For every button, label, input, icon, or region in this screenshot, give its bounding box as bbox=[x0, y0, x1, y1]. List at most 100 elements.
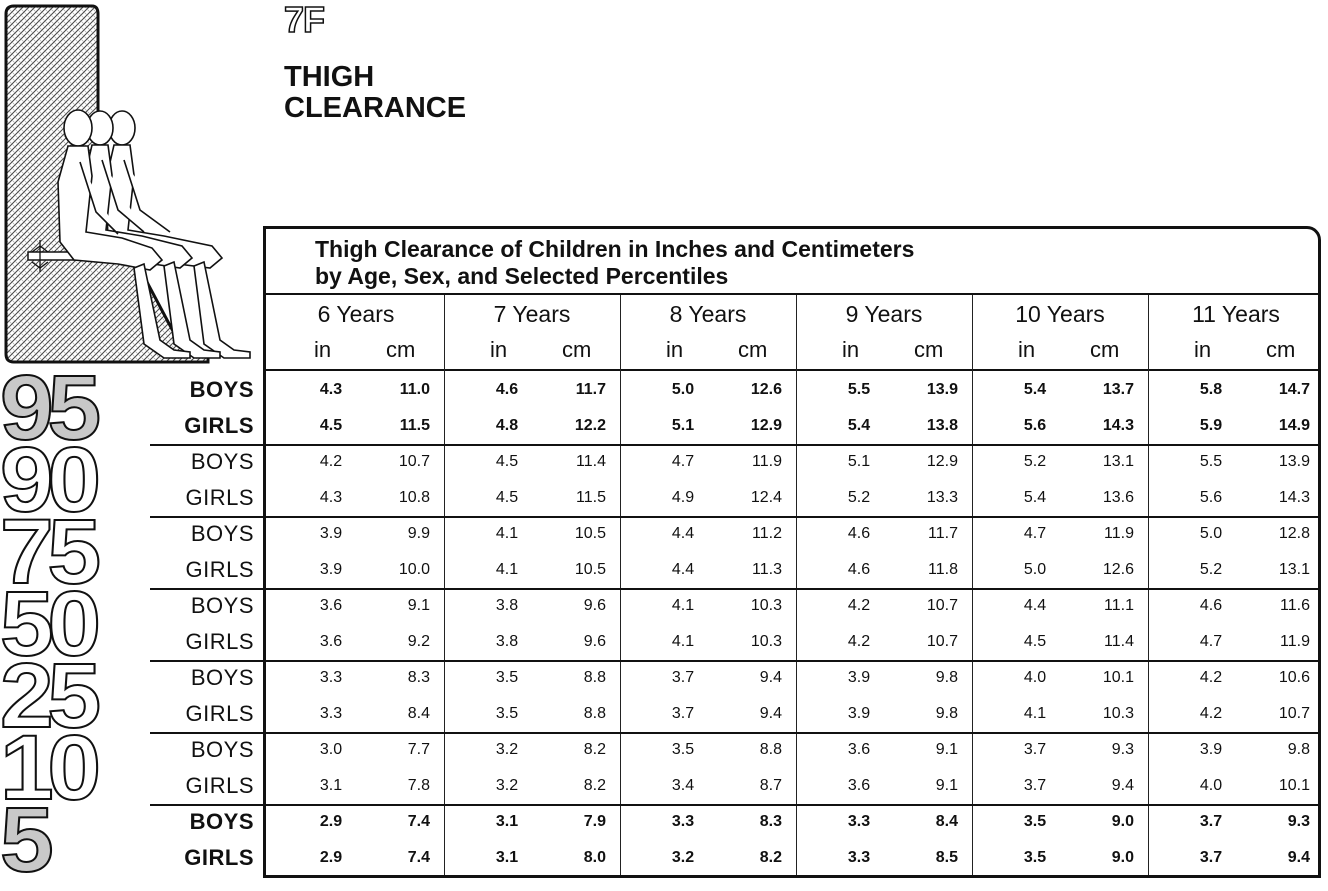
cell-in: 3.2 bbox=[671, 849, 695, 866]
age-column-header: 7 Years bbox=[493, 301, 571, 327]
cell-in: 3.0 bbox=[319, 741, 343, 758]
cell-in: 3.9 bbox=[1199, 741, 1223, 758]
cell-cm: 7.9 bbox=[583, 813, 606, 830]
cell-in: 3.7 bbox=[1199, 849, 1223, 866]
cell-in: 5.2 bbox=[1023, 453, 1047, 470]
cell-in: 3.7 bbox=[1023, 777, 1047, 794]
cell-cm: 12.6 bbox=[1102, 561, 1134, 578]
cell-in: 4.2 bbox=[319, 453, 343, 470]
section-title-line2: CLEARANCE bbox=[284, 92, 467, 124]
cell-cm: 10.7 bbox=[926, 597, 958, 614]
cell-in: 3.2 bbox=[495, 777, 519, 794]
cell-in: 3.7 bbox=[671, 705, 695, 722]
cell-in: 4.5 bbox=[495, 453, 519, 470]
cell-cm: 10.7 bbox=[926, 633, 958, 650]
cell-in: 4.7 bbox=[1023, 525, 1047, 542]
age-column-header: 9 Years bbox=[845, 301, 923, 327]
cell-in: 3.3 bbox=[319, 705, 343, 722]
cell-in: 4.5 bbox=[319, 417, 343, 434]
cell-cm: 9.8 bbox=[935, 669, 958, 686]
cell-cm: 12.4 bbox=[750, 489, 782, 506]
cell-cm: 7.7 bbox=[407, 741, 430, 758]
cell-cm: 8.5 bbox=[935, 849, 958, 866]
cell-cm: 9.3 bbox=[1287, 813, 1310, 830]
cell-cm: 9.9 bbox=[407, 525, 430, 542]
cell-in: 3.6 bbox=[847, 777, 871, 794]
cell-in: 5.6 bbox=[1199, 489, 1223, 506]
cell-cm: 9.6 bbox=[583, 633, 606, 650]
table-row: BOYS 3.6 9.1 3.8 9.6 4.1 10.3 4.2 10.7 4.4 11.1 4.6… bbox=[0, 588, 1320, 624]
cell-in: 4.0 bbox=[1023, 669, 1047, 686]
cell-cm: 11.9 bbox=[1104, 525, 1134, 542]
cell-cm: 13.9 bbox=[1278, 453, 1310, 470]
sex-label: BOYS bbox=[190, 593, 254, 618]
cell-in: 4.3 bbox=[319, 489, 343, 506]
table-row: GIRLS 4.3 10.8 4.5 11.5 4.9 12.4 5.2 13.3 5.4 13.6… bbox=[0, 480, 1320, 516]
cell-cm: 11.6 bbox=[1280, 597, 1310, 614]
cell-cm: 8.8 bbox=[583, 669, 606, 686]
column-divider bbox=[972, 295, 973, 875]
cell-in: 3.6 bbox=[319, 597, 343, 614]
unit-cm-label: cm bbox=[738, 337, 768, 362]
cell-cm: 11.1 bbox=[1104, 597, 1134, 614]
cell-cm: 9.4 bbox=[759, 669, 782, 686]
cell-cm: 10.5 bbox=[574, 525, 606, 542]
cell-in: 5.1 bbox=[847, 453, 871, 470]
cell-cm: 8.4 bbox=[935, 813, 958, 830]
cell-cm: 10.1 bbox=[1278, 777, 1310, 794]
cell-in: 4.2 bbox=[847, 597, 871, 614]
cell-in: 4.1 bbox=[671, 633, 695, 650]
cell-cm: 9.6 bbox=[583, 597, 606, 614]
cell-in: 5.4 bbox=[1023, 489, 1047, 506]
cell-cm: 8.0 bbox=[583, 849, 606, 866]
age-column-header: 10 Years bbox=[1015, 301, 1105, 327]
cell-cm: 13.3 bbox=[926, 489, 958, 506]
sex-label: GIRLS bbox=[185, 485, 254, 510]
cell-cm: 10.6 bbox=[1278, 669, 1310, 686]
section-number: 7F bbox=[283, 0, 326, 40]
unit-labels: in cm bbox=[444, 336, 620, 364]
table-row: BOYS 3.9 9.9 4.1 10.5 4.4 11.2 4.6 11.7 4.7 11.9 5.… bbox=[0, 516, 1320, 552]
cell-in: 4.4 bbox=[1023, 597, 1047, 614]
cell-cm: 10.0 bbox=[398, 561, 430, 578]
table-row: BOYS 4.3 11.0 4.6 11.7 5.0 12.6 5.5 13.9 5.4 13.7 5… bbox=[0, 372, 1320, 408]
header-divider bbox=[263, 369, 1321, 371]
cell-in: 3.7 bbox=[1199, 813, 1223, 830]
unit-in-label: in bbox=[490, 337, 508, 362]
cell-in: 5.1 bbox=[671, 417, 695, 434]
cell-cm: 10.1 bbox=[1102, 669, 1134, 686]
table-row: BOYS 4.2 10.7 4.5 11.4 4.7 11.9 5.1 12.9 5.2 13.1 5… bbox=[0, 444, 1320, 480]
cell-in: 3.8 bbox=[495, 597, 519, 614]
cell-in: 3.5 bbox=[1023, 849, 1047, 866]
cell-cm: 14.7 bbox=[1278, 381, 1310, 398]
caption-line2: by Age, Sex, and Selected Percentiles bbox=[315, 263, 729, 289]
cell-cm: 8.8 bbox=[759, 741, 782, 758]
sex-label: BOYS bbox=[189, 377, 254, 402]
cell-cm: 9.0 bbox=[1111, 813, 1134, 830]
cell-in: 3.3 bbox=[319, 669, 343, 686]
percentile-divider bbox=[150, 444, 1321, 446]
cell-cm: 9.4 bbox=[759, 705, 782, 722]
table-row: BOYS 3.0 7.7 3.2 8.2 3.5 8.8 3.6 9.1 3.7 9.3 3.9 9.8 bbox=[0, 732, 1320, 768]
cell-cm: 8.7 bbox=[759, 777, 782, 794]
cell-cm: 9.1 bbox=[935, 741, 958, 758]
cell-in: 3.3 bbox=[847, 813, 871, 830]
percentile-label: 10 bbox=[0, 717, 102, 819]
cell-cm: 10.3 bbox=[750, 633, 782, 650]
cell-cm: 8.3 bbox=[759, 813, 782, 830]
cell-in: 3.6 bbox=[319, 633, 343, 650]
cell-in: 5.8 bbox=[1199, 381, 1223, 398]
percentile-label: 25 bbox=[0, 645, 102, 747]
age-column-header: 11 Years bbox=[1192, 301, 1280, 327]
cell-cm: 9.4 bbox=[1111, 777, 1134, 794]
unit-cm-label: cm bbox=[914, 337, 944, 362]
cell-cm: 7.4 bbox=[407, 813, 430, 830]
sex-label: GIRLS bbox=[184, 845, 254, 870]
cell-cm: 8.2 bbox=[759, 849, 782, 866]
cell-in: 4.5 bbox=[1023, 633, 1047, 650]
cell-in: 4.9 bbox=[671, 489, 695, 506]
cell-cm: 8.3 bbox=[407, 669, 430, 686]
seat-block-shape bbox=[4, 4, 210, 364]
table-frame bbox=[263, 226, 1321, 878]
unit-labels: in cm bbox=[972, 336, 1148, 364]
